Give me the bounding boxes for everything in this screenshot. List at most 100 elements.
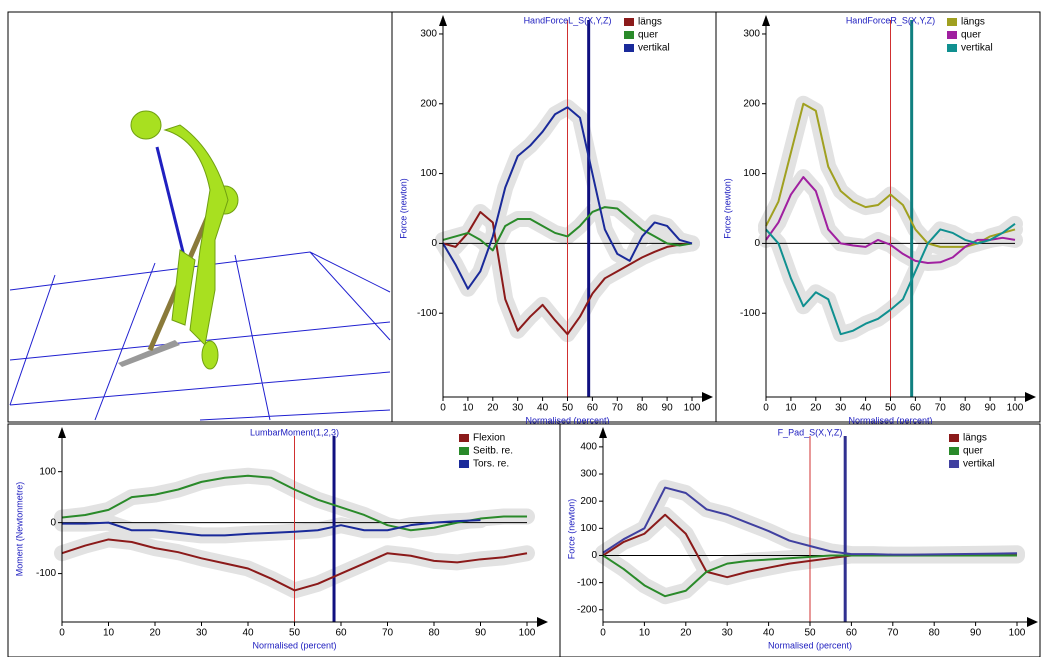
- axis-arrow: [702, 392, 713, 402]
- y-axis-label: Force (newton): [566, 499, 576, 560]
- legend-swatch: [947, 18, 957, 26]
- x-tick-label: 100: [684, 403, 701, 414]
- x-tick-label: 40: [860, 403, 872, 414]
- x-tick-label: 90: [985, 403, 997, 414]
- legend-swatch: [949, 460, 959, 468]
- x-tick-label: 10: [639, 628, 651, 639]
- x-tick-label: 100: [519, 628, 536, 639]
- y-tick-label: -100: [36, 568, 56, 579]
- x-tick-label: 50: [885, 403, 897, 414]
- y-axis-label: Moment (Newtonmetre): [14, 482, 24, 577]
- shovel-blade: [118, 340, 180, 367]
- x-tick-label: 90: [662, 403, 674, 414]
- legend-swatch: [947, 44, 957, 52]
- x-tick-label: 30: [722, 628, 734, 639]
- series-line: [442, 210, 693, 336]
- x-tick-label: 60: [335, 628, 347, 639]
- legend-swatch: [949, 447, 959, 455]
- axis-arrow: [58, 427, 66, 438]
- x-tick-label: 20: [487, 403, 499, 414]
- series-line: [62, 519, 481, 537]
- legend-label: längs: [963, 433, 987, 444]
- legend-label: vertikal: [961, 43, 993, 54]
- series-line: [442, 106, 693, 290]
- series-line: [765, 223, 1016, 336]
- x-tick-label: 10: [462, 403, 474, 414]
- axis-arrow: [1025, 392, 1036, 402]
- axis-arrow: [537, 617, 548, 627]
- y-tick-label: 200: [420, 98, 437, 109]
- chart-title: HandForceR_S(X,Y,Z): [846, 15, 935, 25]
- y-tick-label: 100: [39, 466, 56, 477]
- legend-label: Seitb. re.: [473, 446, 513, 457]
- y-tick-label: 300: [420, 29, 437, 40]
- series-line: [765, 102, 1016, 248]
- series-line: [61, 474, 527, 532]
- x-tick-label: 80: [960, 403, 972, 414]
- legend-label: vertikal: [963, 459, 995, 470]
- y-tick-label: 100: [580, 523, 597, 534]
- series-line: [602, 486, 1018, 556]
- y-tick-label: 200: [580, 496, 597, 507]
- x-tick-label: 20: [810, 403, 822, 414]
- y-tick-label: 100: [420, 168, 437, 179]
- x-tick-label: 0: [600, 628, 606, 639]
- view-frame: [7, 11, 393, 423]
- legend-swatch: [624, 44, 634, 52]
- legend-swatch: [624, 31, 634, 39]
- legend-swatch: [624, 18, 634, 26]
- skeleton: [130, 110, 239, 370]
- x-tick-label: 60: [910, 403, 922, 414]
- x-tick-label: 70: [935, 403, 947, 414]
- y-tick-label: 200: [743, 98, 760, 109]
- y-tick-label: 300: [580, 469, 597, 480]
- x-tick-label: 100: [1007, 403, 1024, 414]
- legend-swatch: [459, 460, 469, 468]
- x-tick-label: 80: [929, 628, 941, 639]
- y-tick-label: -100: [417, 308, 437, 319]
- floor-grid: [9, 251, 391, 421]
- x-tick-label: 60: [587, 403, 599, 414]
- axis-arrow: [599, 427, 607, 438]
- y-axis-label: Force (newton): [398, 178, 408, 239]
- x-tick-label: 30: [196, 628, 208, 639]
- panel-frame: [391, 11, 717, 423]
- x-tick-label: 0: [59, 628, 65, 639]
- legend-swatch: [949, 434, 959, 442]
- x-tick-label: 10: [103, 628, 115, 639]
- x-tick-label: 20: [680, 628, 692, 639]
- x-tick-label: 70: [382, 628, 394, 639]
- x-tick-label: 70: [887, 628, 899, 639]
- x-tick-label: 0: [763, 403, 769, 414]
- 3d-view: [7, 11, 393, 423]
- legend-label: längs: [638, 17, 662, 28]
- x-tick-label: 50: [562, 403, 574, 414]
- x-tick-label: 80: [428, 628, 440, 639]
- y-tick-label: -100: [577, 577, 597, 588]
- legend-label: quer: [963, 446, 984, 457]
- series-line: [602, 554, 1017, 598]
- x-tick-label: 90: [970, 628, 982, 639]
- y-tick-label: -100: [740, 308, 760, 319]
- axis-arrow: [762, 15, 770, 26]
- x-tick-label: 10: [785, 403, 797, 414]
- y-tick-label: 100: [743, 168, 760, 179]
- x-tick-label: 40: [763, 628, 775, 639]
- x-tick-label: 0: [440, 403, 446, 414]
- x-tick-label: 40: [242, 628, 254, 639]
- x-tick-label: 100: [1009, 628, 1026, 639]
- x-tick-label: 60: [846, 628, 858, 639]
- y-tick-label: 400: [580, 442, 597, 453]
- legend-swatch: [459, 447, 469, 455]
- chart-title: LumbarMoment(1,2,3): [250, 427, 339, 437]
- legend-swatch: [947, 31, 957, 39]
- x-tick-label: 30: [512, 403, 524, 414]
- axis-arrow: [1027, 617, 1038, 627]
- legend-label: quer: [638, 30, 659, 41]
- x-tick-label: 20: [149, 628, 161, 639]
- chart-title: HandForceL_S(X,Y,Z): [524, 15, 612, 25]
- y-tick-label: 300: [743, 29, 760, 40]
- x-axis-label: Normalised (percent): [252, 640, 336, 650]
- y-axis-label: Force (newton): [722, 178, 732, 239]
- legend-swatch: [459, 434, 469, 442]
